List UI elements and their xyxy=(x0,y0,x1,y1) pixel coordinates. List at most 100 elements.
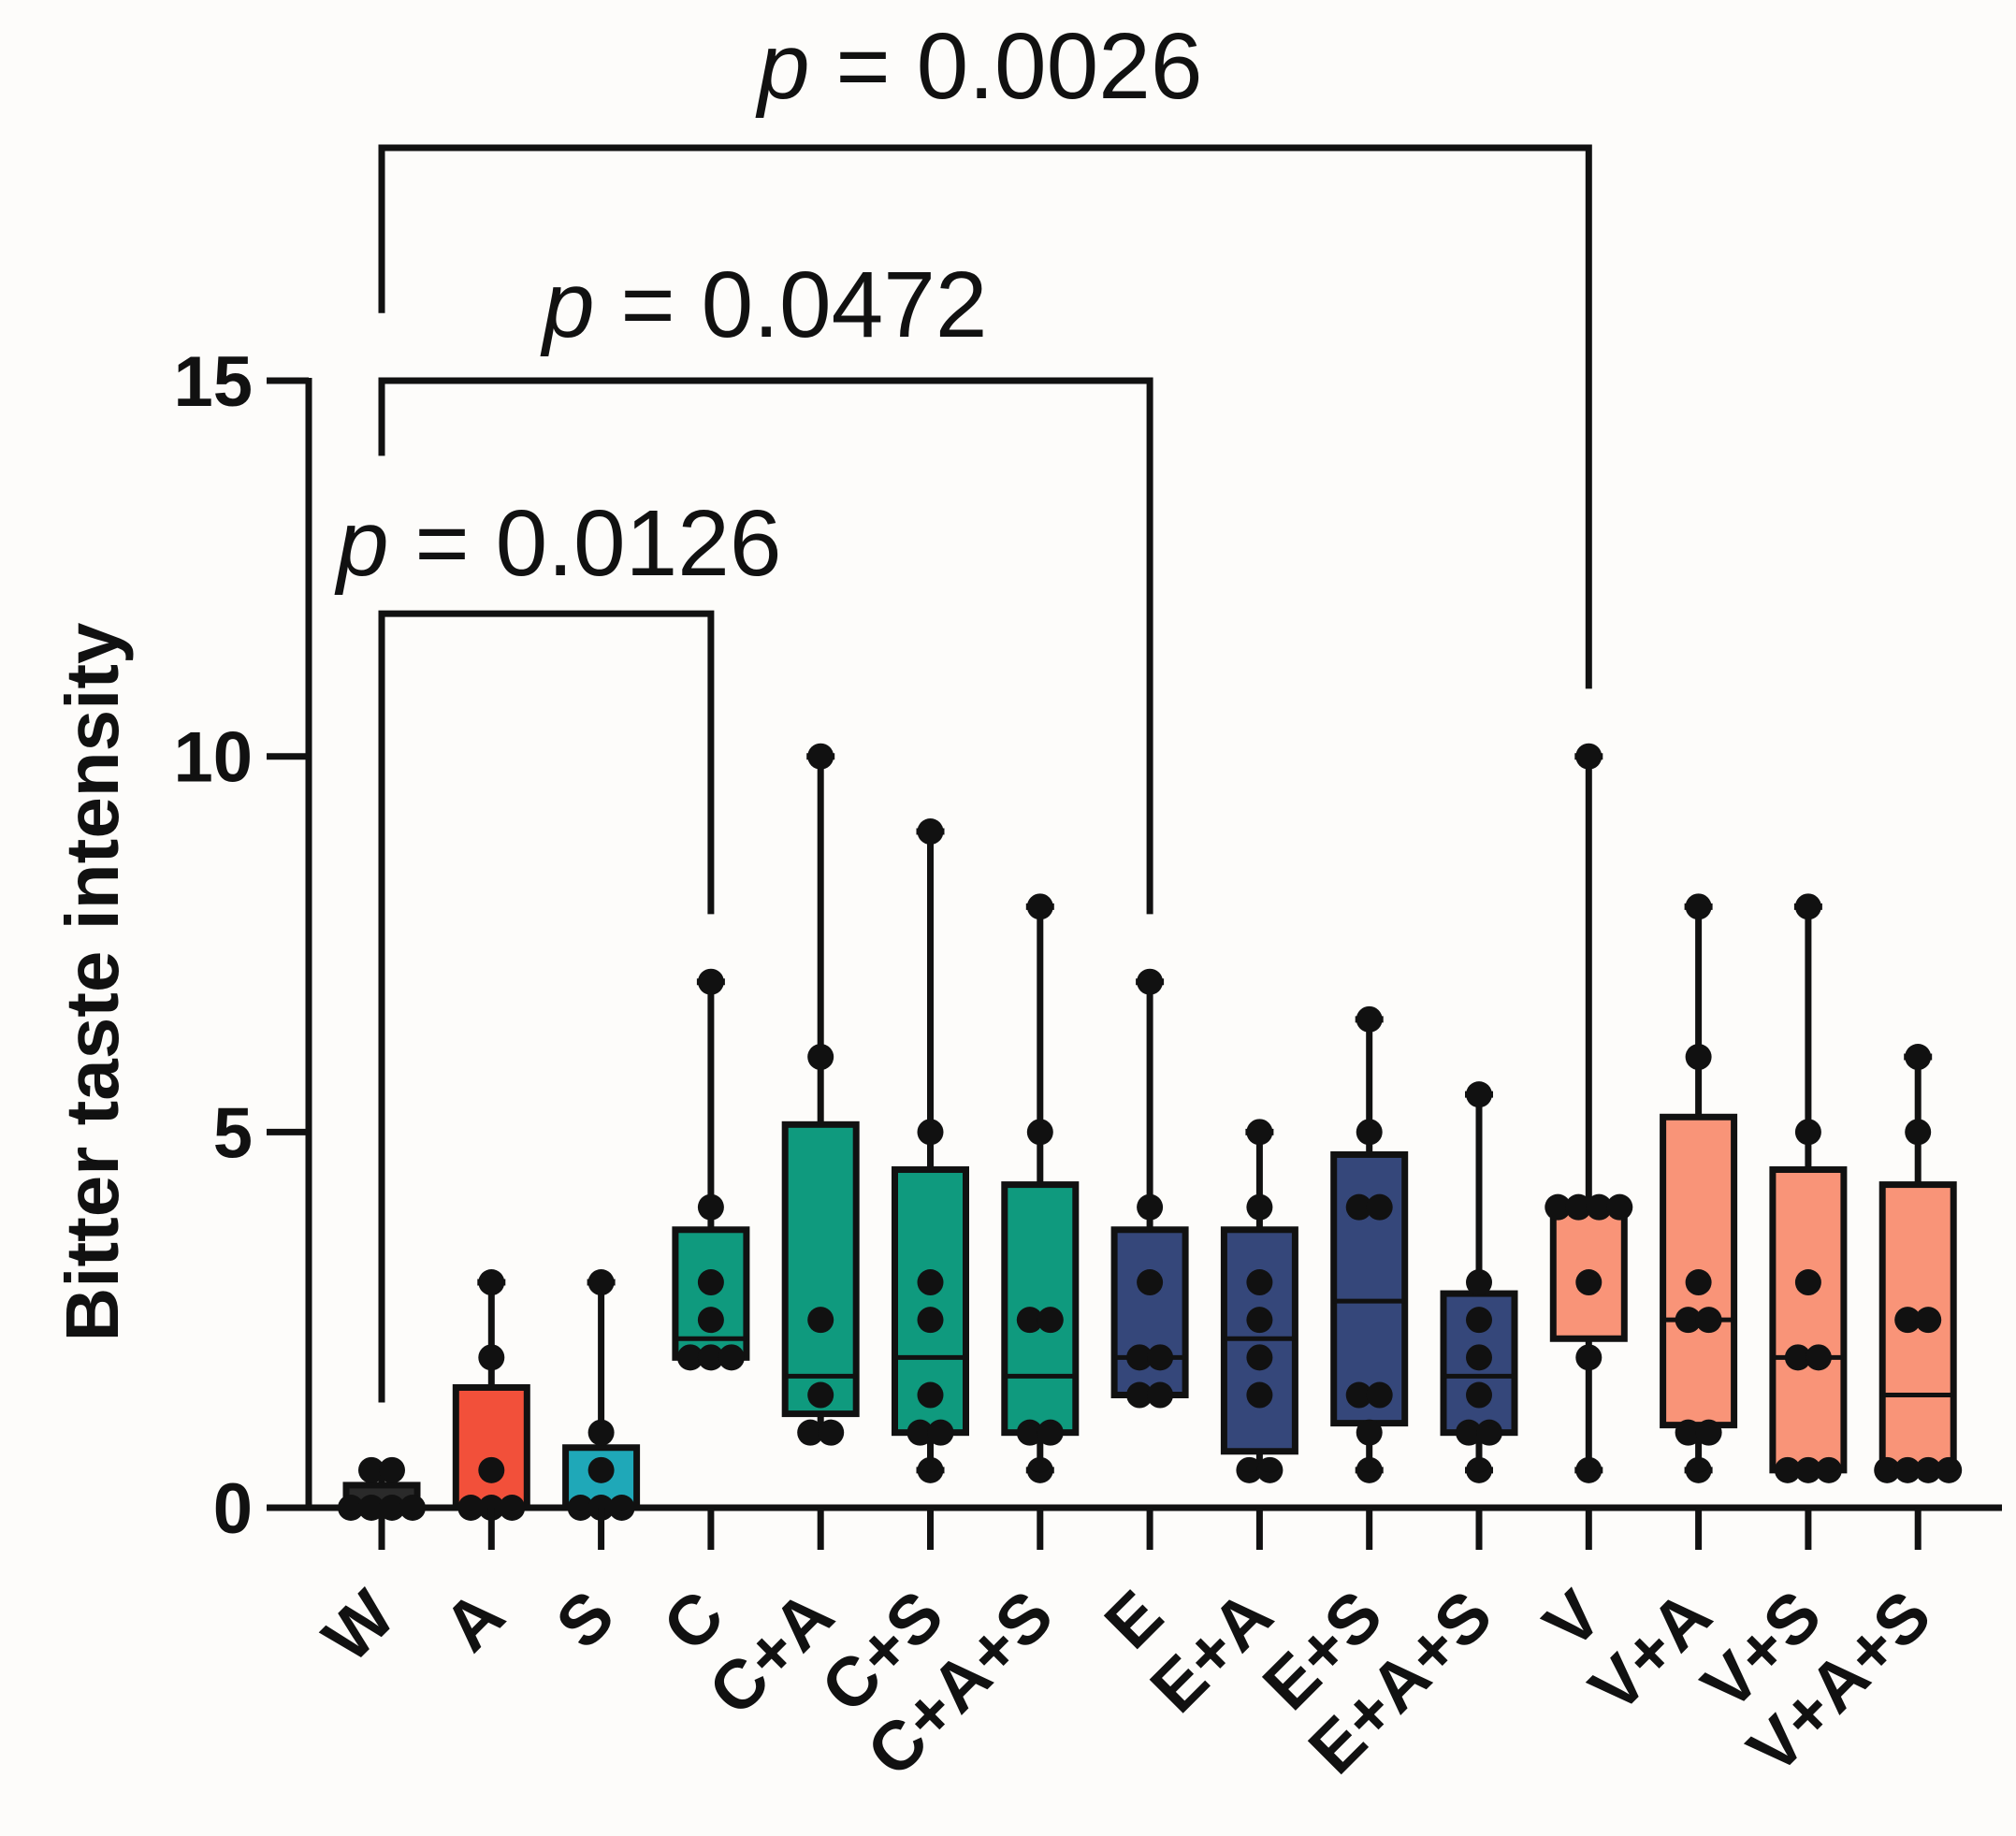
data-point xyxy=(697,1193,724,1221)
data-point xyxy=(927,1419,954,1446)
data-point xyxy=(587,1456,615,1483)
box xyxy=(781,1120,860,1418)
data-point xyxy=(906,1419,934,1446)
box-group xyxy=(892,818,969,1483)
data-point xyxy=(917,1381,944,1409)
data-point xyxy=(1037,1419,1064,1446)
data-point xyxy=(1246,1193,1273,1221)
data-point xyxy=(1016,1307,1043,1334)
data-point xyxy=(478,1456,505,1483)
data-point xyxy=(1815,1456,1842,1483)
y-tick-label: 15 xyxy=(173,342,253,422)
data-point xyxy=(1905,1044,1932,1071)
data-point xyxy=(1466,1456,1492,1483)
data-point xyxy=(1466,1081,1492,1108)
data-point xyxy=(1356,1119,1383,1146)
x-tick-label: A xyxy=(428,1576,518,1666)
x-ticks: W A S CC+AC+SC+A+S EE+AE+SE+A+S VV+AV+SV+A+S xyxy=(308,1508,1946,1791)
data-point xyxy=(1695,1419,1722,1446)
data-point xyxy=(1246,1344,1273,1371)
data-point xyxy=(697,1269,724,1296)
data-point xyxy=(1466,1381,1492,1409)
y-tick-label: 10 xyxy=(173,718,253,798)
box-group xyxy=(672,968,750,1371)
data-point xyxy=(1784,1344,1811,1371)
box xyxy=(1769,1166,1848,1474)
data-point xyxy=(1936,1456,1963,1483)
box xyxy=(1330,1150,1409,1427)
bracket-line xyxy=(378,377,1153,915)
data-point xyxy=(1575,1269,1603,1296)
data-point xyxy=(1466,1344,1492,1371)
data-point xyxy=(1456,1419,1482,1446)
data-point xyxy=(1476,1419,1502,1446)
y-ticks: 0 5 10 15 xyxy=(173,342,309,1549)
data-point xyxy=(1545,1193,1572,1221)
data-point xyxy=(1126,1381,1153,1409)
data-point xyxy=(1805,1344,1832,1371)
data-point xyxy=(1026,1456,1053,1483)
data-point xyxy=(1246,1381,1273,1409)
bracket-line xyxy=(378,144,1592,689)
p-symbol: p xyxy=(540,253,595,357)
x-tick-label: S xyxy=(541,1576,629,1664)
data-point xyxy=(697,1344,724,1371)
data-point xyxy=(478,1344,505,1371)
data-point xyxy=(917,818,944,846)
x-tick-label: V+A xyxy=(1574,1576,1726,1728)
data-point xyxy=(818,1419,845,1446)
data-point xyxy=(1794,1269,1821,1296)
data-point xyxy=(917,1269,944,1296)
data-point xyxy=(1915,1456,1942,1483)
data-point xyxy=(917,1119,944,1146)
data-point xyxy=(587,1269,615,1296)
box-group xyxy=(562,1269,641,1521)
data-point xyxy=(1606,1193,1633,1221)
data-point xyxy=(1915,1307,1942,1334)
data-point xyxy=(1565,1193,1592,1221)
data-point xyxy=(478,1269,505,1296)
data-point xyxy=(1246,1269,1273,1296)
data-point xyxy=(1356,1456,1383,1483)
data-point xyxy=(697,1307,724,1334)
p-symbol: p xyxy=(334,491,389,596)
data-point xyxy=(718,1344,745,1371)
box-group xyxy=(781,743,860,1446)
data-point xyxy=(807,743,834,770)
data-point xyxy=(1905,1119,1932,1146)
data-point xyxy=(1685,1269,1712,1296)
significance-bracket xyxy=(378,377,1153,915)
box-group xyxy=(1110,968,1189,1409)
box-group xyxy=(1001,893,1080,1483)
box xyxy=(452,1383,530,1511)
data-point xyxy=(379,1456,405,1483)
data-point xyxy=(1466,1269,1492,1296)
p-value-label: p = 0.0026 xyxy=(755,14,1202,119)
box-group xyxy=(1874,1044,1963,1483)
p-value-label: p = 0.0472 xyxy=(540,253,987,357)
p-value-text: = 0.0472 xyxy=(595,253,988,357)
p-value-text: = 0.0026 xyxy=(810,14,1203,119)
data-point xyxy=(1026,1119,1053,1146)
data-point xyxy=(1026,893,1053,920)
data-point xyxy=(1794,1456,1821,1483)
significance-bracket xyxy=(378,144,1592,689)
p-value-text: = 0.0126 xyxy=(389,491,782,596)
data-point xyxy=(1695,1307,1722,1334)
data-point xyxy=(1016,1419,1043,1446)
data-point xyxy=(1575,1344,1603,1371)
data-point xyxy=(1466,1307,1492,1334)
data-point xyxy=(1147,1381,1174,1409)
axes xyxy=(267,378,2002,1511)
x-tick-label: E+A xyxy=(1136,1576,1287,1728)
data-point xyxy=(1137,1269,1164,1296)
data-point xyxy=(1126,1344,1153,1371)
data-point xyxy=(676,1344,703,1371)
box-group xyxy=(452,1269,530,1521)
data-point xyxy=(697,968,724,995)
data-point xyxy=(917,1456,944,1483)
data-point xyxy=(1236,1456,1263,1483)
box-group xyxy=(1660,893,1738,1483)
